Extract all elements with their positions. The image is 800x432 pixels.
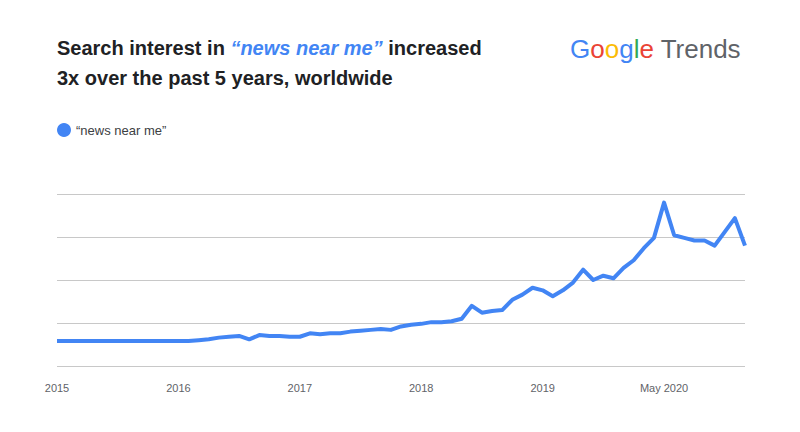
html-text:3x over the past 5 years, worl: 3x over the past 5 years, worldwide	[57, 67, 393, 89]
html-text:Search interest in “news near: Search interest in “news near me” increa…	[57, 37, 482, 59]
svg-text:2015: 2015	[45, 382, 69, 394]
svg-text:2019: 2019	[530, 382, 554, 394]
html-text:G o o g l e Trends: G o o g l e Trends	[570, 34, 741, 64]
svg-text:2018: 2018	[409, 382, 433, 394]
svg-text:May 2020: May 2020	[640, 382, 688, 394]
svg-text:2017: 2017	[288, 382, 312, 394]
svg-text:“news near me”: “news near me”	[76, 123, 166, 138]
svg-text:2016: 2016	[166, 382, 190, 394]
